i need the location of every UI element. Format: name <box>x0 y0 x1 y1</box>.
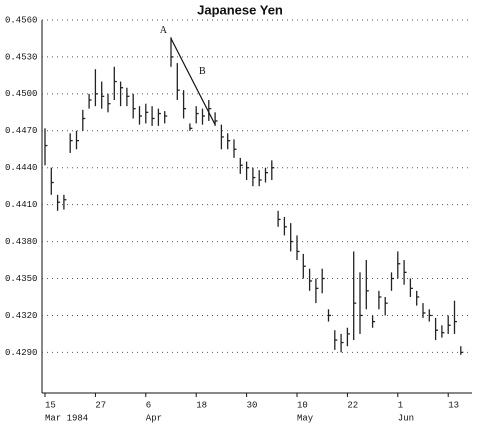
y-tick-label: 0.4350 <box>5 274 37 284</box>
x-tick-label: 30 <box>247 400 258 410</box>
y-tick-label: 0.4440 <box>5 163 37 173</box>
y-tick-label: 0.4380 <box>5 237 37 247</box>
y-tick-label: 0.4320 <box>5 311 37 321</box>
chart-title: Japanese Yen <box>197 2 283 17</box>
x-tick-label: 10 <box>297 400 308 410</box>
trend-label: B <box>199 66 206 77</box>
y-tick-label: 0.4410 <box>5 200 37 210</box>
x-tick-label: 18 <box>196 400 207 410</box>
x-tick-label: 13 <box>448 400 459 410</box>
trend-line <box>170 38 216 125</box>
x-tick-label: 1 <box>398 400 403 410</box>
y-tick-label: 0.4470 <box>5 126 37 136</box>
x-tick-label: 22 <box>347 400 358 410</box>
x-tick-label: 27 <box>95 400 106 410</box>
y-tick-label: 0.4530 <box>5 52 37 62</box>
x-tick-label: 6 <box>146 400 151 410</box>
y-tick-label: 0.4500 <box>5 89 37 99</box>
month-label: May <box>297 413 314 423</box>
month-label: Mar 1984 <box>45 413 88 423</box>
y-tick-label: 0.4560 <box>5 15 37 25</box>
month-label: Apr <box>146 413 162 423</box>
month-label: Jun <box>398 413 414 423</box>
trend-label: A <box>160 25 168 36</box>
x-tick-label: 15 <box>45 400 56 410</box>
y-tick-label: 0.4290 <box>5 348 37 358</box>
